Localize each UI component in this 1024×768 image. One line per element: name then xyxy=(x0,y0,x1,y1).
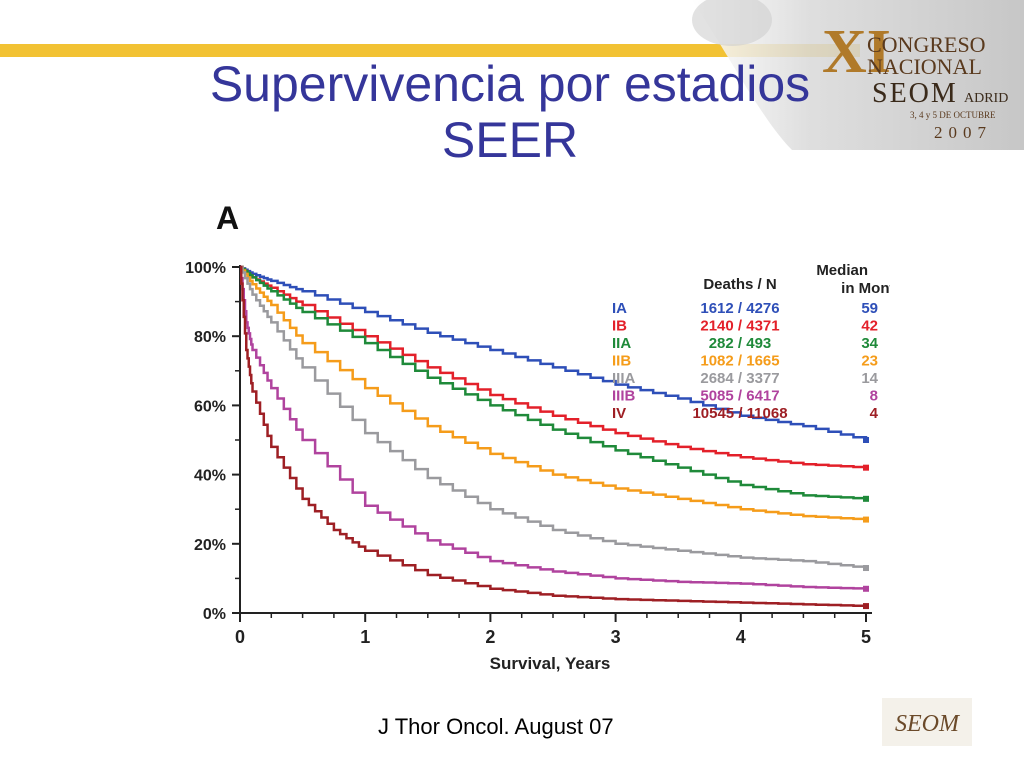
chart-legend: Deaths / N Median in Months IA 1612 / 427… xyxy=(612,262,890,422)
legend-stage-iiib: IIIB xyxy=(612,388,636,405)
x-tick-label: 1 xyxy=(360,627,370,647)
x-axis-label: Survival, Years xyxy=(490,654,611,673)
legend-median-ib: 42 xyxy=(861,318,878,335)
seom-mark-logo: SEOM xyxy=(882,698,972,746)
series-line-ia xyxy=(240,265,868,440)
legend-stage-iib: IIB xyxy=(612,353,631,370)
survival-chart: A 0%20%40%60%80%100%0 1 2 3 4 5 Deaths / N Me… xyxy=(185,200,890,673)
slide-title: Supervivencia por estadios SEER xyxy=(120,56,900,168)
legend-header-median-2: in Months xyxy=(841,280,890,297)
logo-brand: SEOM xyxy=(872,78,958,109)
logo-roman: XI xyxy=(822,18,891,86)
series-end-marker-iv xyxy=(863,603,869,610)
congress-logo: XI CONGRESO NACIONAL SEOM ADRID 3, 4 y 5… xyxy=(692,0,1024,150)
citation: J Thor Oncol. August 07 xyxy=(378,714,614,739)
logo-city: ADRID xyxy=(964,91,1008,106)
logo-line1: CONGRESO xyxy=(867,32,986,57)
bottom-logo-text: SEOM xyxy=(895,711,961,737)
legend-median-iiib: 8 xyxy=(870,388,878,405)
legend-stage-iiia: IIIA xyxy=(612,370,636,387)
series-line-iv xyxy=(240,265,868,607)
x-tick-label: 2 xyxy=(485,627,495,647)
legend-median-ia: 59 xyxy=(861,300,878,317)
series-end-marker-iiia xyxy=(863,565,869,572)
logo-dates: 3, 4 y 5 DE OCTUBRE xyxy=(910,110,996,120)
logo-year: 2007 xyxy=(934,123,992,142)
legend-stage-ia: IA xyxy=(612,300,627,317)
series-line-iib xyxy=(240,265,868,521)
legend-stage-iia: IIA xyxy=(612,335,631,352)
series-end-marker-ia xyxy=(863,437,869,443)
chart-series xyxy=(240,265,869,610)
legend-deaths-ib: 2140 / 4371 xyxy=(700,318,779,335)
legend-median-iv: 4 xyxy=(870,405,879,422)
slide-title-line2: SEER xyxy=(441,112,579,168)
series-line-iia xyxy=(240,265,868,500)
y-tick-label: 80% xyxy=(194,329,226,346)
legend-stage-ib: IB xyxy=(612,318,627,335)
legend-deaths-ia: 1612 / 4276 xyxy=(700,300,779,317)
legend-stage-iv: IV xyxy=(612,405,626,422)
series-end-marker-iiib xyxy=(863,585,869,592)
legend-deaths-iib: 1082 / 1665 xyxy=(700,353,779,370)
legend-median-iib: 23 xyxy=(861,353,878,370)
legend-deaths-iiia: 2684 / 3377 xyxy=(700,370,779,387)
logo-line2: NACIONAL xyxy=(867,54,982,79)
accent-bar xyxy=(0,44,860,57)
legend-header-deaths: Deaths / N xyxy=(703,276,776,293)
legend-deaths-iiib: 5085 / 6417 xyxy=(700,388,779,405)
series-line-iiia xyxy=(240,265,868,569)
y-tick-label: 60% xyxy=(194,398,226,415)
x-tick-label: 4 xyxy=(736,627,746,647)
chart-axes: 0% 20% 40% 60% 80% 100% 0 1 2 3 4 5 xyxy=(185,260,872,647)
x-tick-label: 0 xyxy=(235,627,245,647)
legend-deaths-iv: 10545 / 11068 xyxy=(692,405,787,422)
y-tick-label: 40% xyxy=(194,468,226,485)
x-tick-label: 5 xyxy=(861,627,871,647)
legend-deaths-iia: 282 / 493 xyxy=(709,335,772,352)
legend-median-iia: 34 xyxy=(861,335,878,352)
series-end-marker-iia xyxy=(863,495,869,502)
legend-header-median-1: Median xyxy=(816,262,868,279)
slide-title-line1: Supervivencia por estadios xyxy=(209,56,811,112)
y-tick-label: 20% xyxy=(194,537,226,554)
x-tick-label: 3 xyxy=(611,627,621,647)
panel-label: A xyxy=(216,200,239,236)
series-end-marker-ib xyxy=(863,464,869,471)
y-tick-label: 0% xyxy=(203,606,226,623)
series-line-iiib xyxy=(240,265,868,590)
legend-median-iiia: 14 xyxy=(861,370,878,387)
y-tick-label: 100% xyxy=(185,260,226,277)
series-end-marker-iib xyxy=(863,516,869,523)
